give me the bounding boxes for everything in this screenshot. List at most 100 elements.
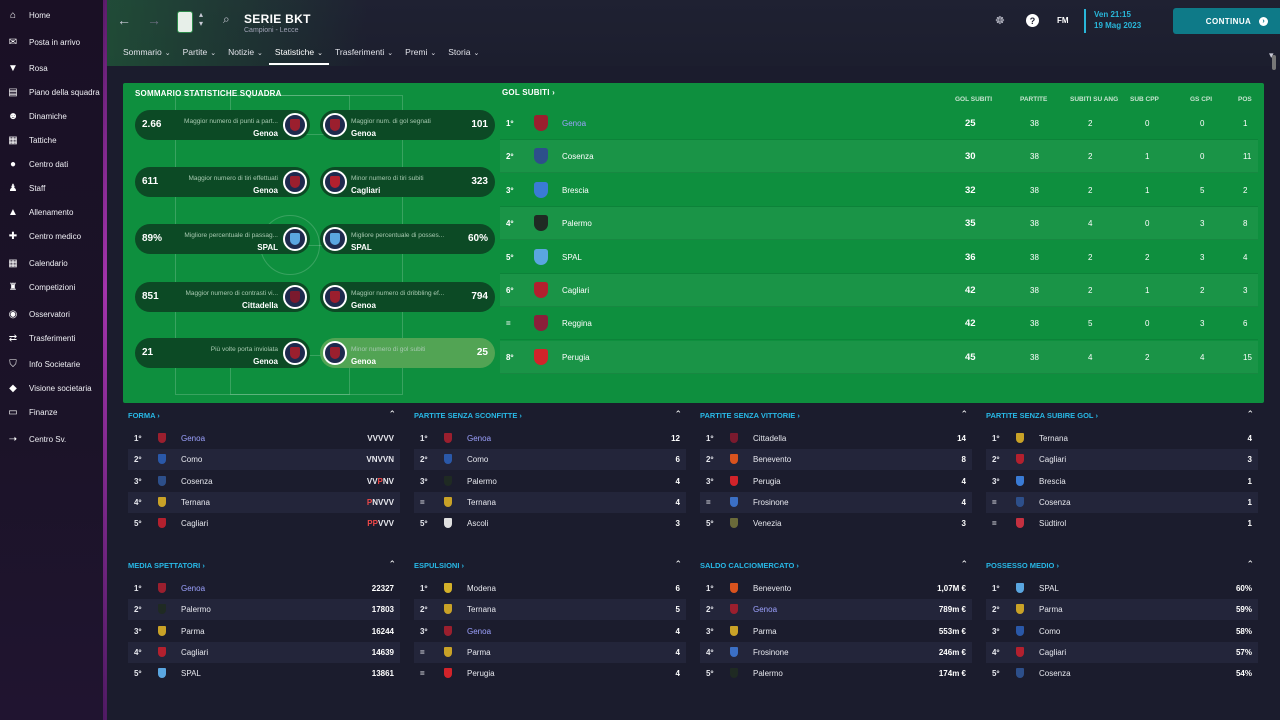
list-item[interactable]: 2º Parma 59% xyxy=(986,599,1258,621)
list-item[interactable]: 1º Cittadella 14 xyxy=(700,428,972,449)
sidebar-item-piano-della-squadra[interactable]: ▤ Piano della squadra xyxy=(0,82,104,102)
team-name[interactable]: Ternana xyxy=(467,497,496,507)
tab-sommario[interactable]: Sommario ⌄ xyxy=(117,44,177,65)
team-name[interactable]: SPAL xyxy=(181,669,201,679)
sidebar-item-rosa[interactable]: ▼ Rosa xyxy=(0,58,104,78)
list-item[interactable]: = Perugia 4 xyxy=(414,663,686,684)
tab-statistiche[interactable]: Statistiche ⌄ xyxy=(268,44,330,65)
sidebar-item-competizioni[interactable]: ♜ Competizioni xyxy=(0,277,104,297)
sidebar-item-centro-sv[interactable]: ➝ Centro Sv. xyxy=(0,429,104,449)
collapse-icon[interactable]: ⌃ xyxy=(960,559,968,569)
list-title-link[interactable]: FORMA › xyxy=(128,411,160,420)
column-header[interactable]: GS CPI xyxy=(1190,96,1213,103)
list-item[interactable]: 1º Benevento 1,07M € xyxy=(700,578,972,599)
continue-button[interactable]: CONTINUA › xyxy=(1173,8,1280,34)
list-item[interactable]: 2º Benevento 8 xyxy=(700,449,972,471)
network-icon[interactable]: ☸ xyxy=(995,15,1005,27)
team-name[interactable]: Genoa xyxy=(467,434,492,443)
tab-trasferimenti[interactable]: Trasferimenti ⌄ xyxy=(329,44,399,65)
sidebar-item-posta-in-arrivo[interactable]: ✉ Posta in arrivo xyxy=(0,32,104,52)
team-name[interactable]: Palermo xyxy=(181,605,211,615)
team-name[interactable]: Cosenza xyxy=(1039,497,1071,507)
team-name[interactable]: Cittadella xyxy=(753,434,787,443)
summary-stat-pill[interactable]: Maggior numero di dribbling ef... Genoa 79… xyxy=(320,282,495,312)
sidebar-item-osservatori[interactable]: ◉ Osservatori xyxy=(0,304,104,324)
team-name[interactable]: Como xyxy=(181,455,203,465)
team-name[interactable]: Como xyxy=(1039,626,1061,636)
team-name[interactable]: Palermo xyxy=(753,669,783,679)
team-name[interactable]: Brescia xyxy=(562,185,589,195)
team-name[interactable]: Ascoli xyxy=(467,519,489,529)
list-item[interactable]: 2º Como 6 xyxy=(414,449,686,471)
column-header[interactable]: GOL SUBITI xyxy=(955,96,993,103)
summary-stat-pill[interactable]: 2.66 Maggior numero di punti a part... Gen… xyxy=(135,110,310,140)
team-name[interactable]: Brescia xyxy=(1039,476,1066,486)
team-name[interactable]: Frosinone xyxy=(753,647,789,657)
team-name[interactable]: Benevento xyxy=(753,584,792,593)
list-item[interactable]: 5º SPAL 13861 xyxy=(128,663,400,684)
sidebar-item-trasferimenti[interactable]: ⇄ Trasferimenti xyxy=(0,328,104,348)
team-name[interactable]: Cosenza xyxy=(562,152,594,162)
list-item[interactable]: 3º Perugia 4 xyxy=(700,471,972,492)
collapse-icon[interactable]: ⌃ xyxy=(960,409,968,419)
forward-arrow-icon[interactable]: → xyxy=(147,12,161,28)
list-item[interactable]: 2º Genoa 789m € xyxy=(700,599,972,621)
collapse-icon[interactable]: ⌃ xyxy=(388,409,396,419)
team-name[interactable]: SPAL xyxy=(562,252,582,262)
list-title-link[interactable]: ESPULSIONI › xyxy=(414,561,464,570)
list-item[interactable]: 4º Cagliari 57% xyxy=(986,641,1258,663)
list-item[interactable]: = Südtirol 1 xyxy=(986,513,1258,534)
team-name[interactable]: Parma xyxy=(181,626,205,636)
summary-stat-pill[interactable]: Minor numero di tiri subiti Cagliari 323 xyxy=(320,167,495,197)
team-name[interactable]: Genoa xyxy=(181,434,206,443)
tab-partite[interactable]: Partite ⌄ xyxy=(177,44,222,65)
tab-storia[interactable]: Storia ⌄ xyxy=(442,44,485,65)
list-item[interactable]: 1º Genoa 12 xyxy=(414,428,686,449)
sidebar-item-finanze[interactable]: ▭ Finanze xyxy=(0,402,104,422)
team-name[interactable]: Perugia xyxy=(467,669,495,679)
list-item[interactable]: 3º Palermo 4 xyxy=(414,471,686,492)
list-item[interactable]: 5º Palermo 174m € xyxy=(700,663,972,684)
team-name[interactable]: Modena xyxy=(467,584,496,593)
list-item[interactable]: 2º Cagliari 3 xyxy=(986,449,1258,471)
list-item[interactable]: 3º Parma 16244 xyxy=(128,621,400,642)
team-name[interactable]: Ternana xyxy=(1039,434,1068,443)
table-row[interactable]: 4º Palermo 35 38 4 0 3 8 xyxy=(500,207,1258,241)
team-name[interactable]: Parma xyxy=(467,647,491,657)
summary-stat-pill[interactable]: 611 Maggior numero di tiri effettuati Geno… xyxy=(135,167,310,197)
list-title-link[interactable]: SALDO CALCIOMERCATO › xyxy=(700,561,799,570)
team-name[interactable]: Benevento xyxy=(753,455,792,465)
team-name[interactable]: Genoa xyxy=(467,626,492,636)
help-icon[interactable]: ? xyxy=(1026,14,1039,27)
list-item[interactable]: 5º Ascoli 3 xyxy=(414,513,686,534)
collapse-icon[interactable]: ⌃ xyxy=(1246,559,1254,569)
collapse-icon[interactable]: ⌃ xyxy=(1246,409,1254,419)
list-item[interactable]: 5º Cosenza 54% xyxy=(986,663,1258,684)
scrollbar-thumb[interactable] xyxy=(1272,55,1276,70)
table-row[interactable]: = Reggina 42 38 5 0 3 6 xyxy=(500,307,1258,341)
list-title-link[interactable]: PARTITE SENZA VITTORIE › xyxy=(700,411,800,420)
team-name[interactable]: Parma xyxy=(1039,605,1063,615)
team-name[interactable]: Cosenza xyxy=(181,476,213,486)
table-row[interactable]: 3º Brescia 32 38 2 1 5 2 xyxy=(500,174,1258,207)
list-item[interactable]: 3º Cosenza VVPNV xyxy=(128,471,400,492)
team-name[interactable]: Palermo xyxy=(562,219,592,229)
team-name[interactable]: Genoa xyxy=(181,584,206,593)
sidebar-item-centro-medico[interactable]: ✚ Centro medico xyxy=(0,226,104,246)
team-name[interactable]: Parma xyxy=(753,626,777,636)
expand-arrow-icon[interactable]: ▾ xyxy=(1269,50,1274,60)
column-header[interactable]: SUB CPP xyxy=(1130,96,1159,103)
sidebar-item-tattiche[interactable]: ▦ Tattiche xyxy=(0,130,104,150)
list-title-link[interactable]: POSSESSO MEDIO › xyxy=(986,561,1059,570)
team-name[interactable]: Perugia xyxy=(562,352,590,362)
list-item[interactable]: 1º Ternana 4 xyxy=(986,428,1258,449)
team-name[interactable]: Venezia xyxy=(753,519,782,529)
sidebar-item-home[interactable]: ⌂ Home xyxy=(0,5,104,25)
team-name[interactable]: Cagliari xyxy=(1039,647,1067,657)
sidebar-item-info-societarie[interactable]: ⛉ Info Societarie xyxy=(0,354,104,374)
list-item[interactable]: = Frosinone 4 xyxy=(700,491,972,513)
list-item[interactable]: 3º Como 58% xyxy=(986,621,1258,642)
table-row[interactable]: 6º Cagliari 42 38 2 1 2 3 xyxy=(500,274,1258,307)
table-row[interactable]: 8º Perugia 45 38 4 2 4 15 xyxy=(500,340,1258,374)
list-item[interactable]: 5º Cagliari PPVVV xyxy=(128,513,400,534)
